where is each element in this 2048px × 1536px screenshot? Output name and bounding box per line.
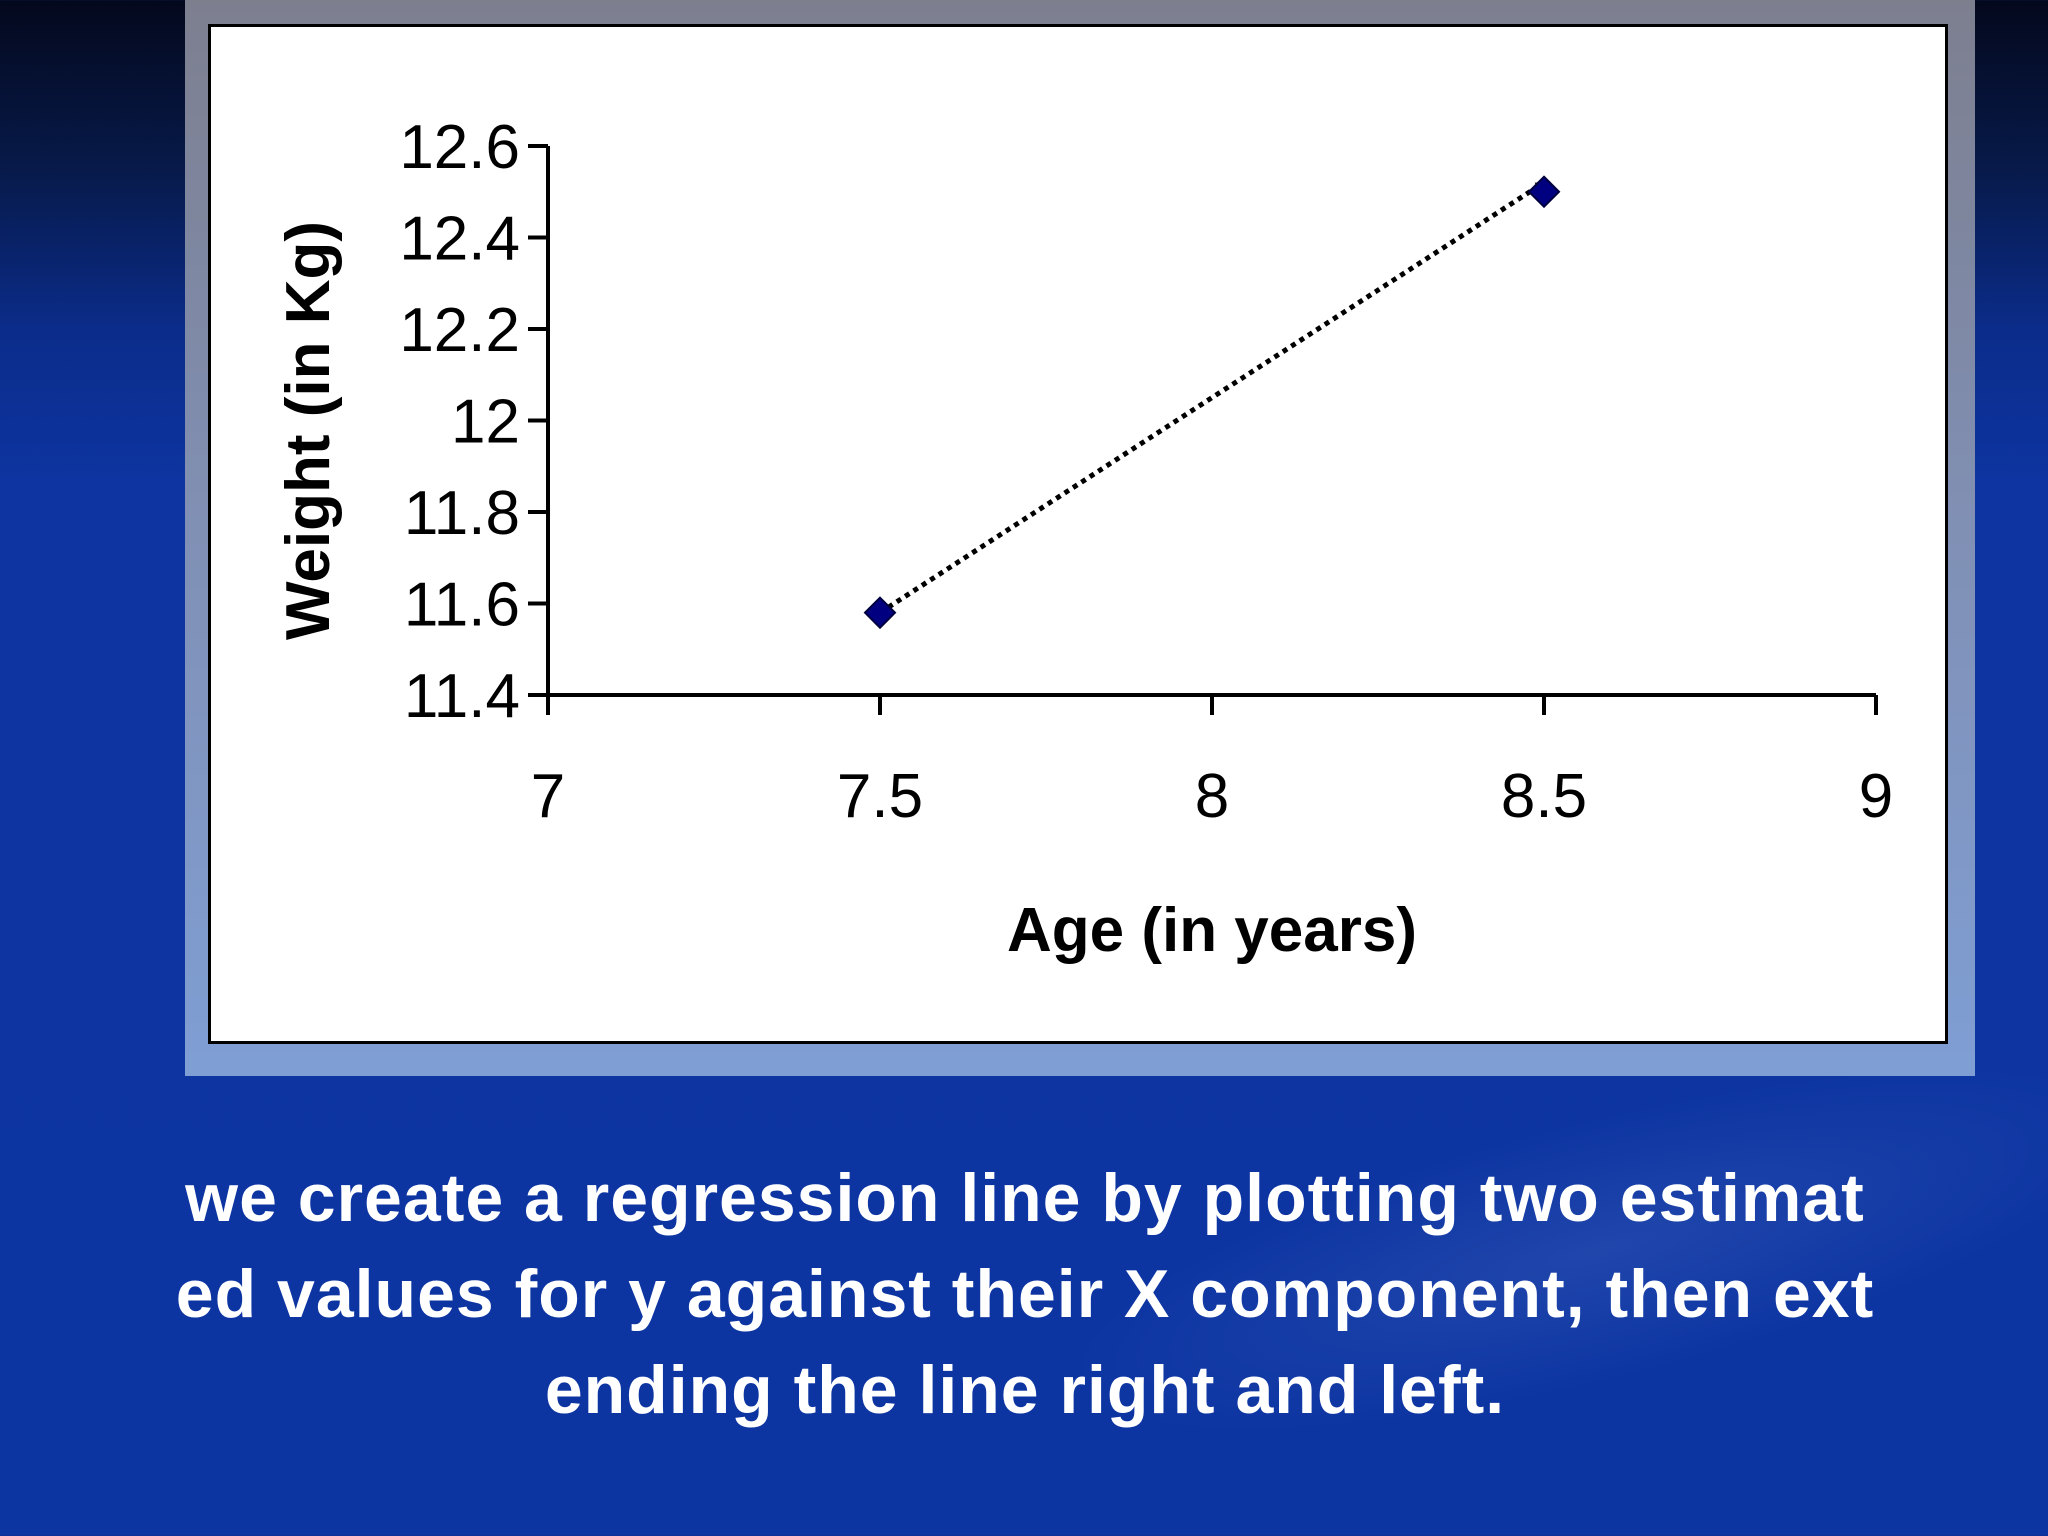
y-tick-label: 12.6: [399, 113, 520, 182]
caption-line-2: ed values for y against their X componen…: [175, 1256, 1875, 1332]
x-tick-label: 8.5: [1501, 762, 1587, 831]
x-axis-title: Age (in years): [1007, 896, 1417, 965]
y-tick-label: 12: [451, 388, 520, 457]
y-tick-label: 12.2: [399, 296, 520, 365]
scatter-chart: 11.4 11.6 11.8 12 12.2 12.4 12.6 7 7.5 8 8.5 9 Age (…: [274, 113, 1893, 965]
chart-frame: 11.4 11.6 11.8 12 12.2 12.4 12.6 7 7.5 8 8.5 9 Age (…: [185, 0, 1975, 1076]
chart-area: 11.4 11.6 11.8 12 12.2 12.4 12.6 7 7.5 8 8.5 9 Age (…: [208, 24, 1948, 1044]
x-tick-label: 7.5: [837, 762, 923, 831]
x-tick-label: 9: [1859, 762, 1893, 831]
y-tick-label: 12.4: [399, 205, 520, 274]
x-tick-label: 7: [531, 762, 565, 831]
caption-line-1: we create a regression line by plotting …: [185, 1160, 1865, 1236]
x-tick-label: 8: [1195, 762, 1229, 831]
caption-line-3: ending the line right and left.: [544, 1352, 1506, 1428]
y-tick-label: 11.6: [404, 571, 520, 640]
y-tick-label: 11.8: [404, 479, 520, 548]
data-point: [1527, 175, 1561, 209]
data-point: [863, 596, 897, 630]
y-axis-title: Weight (in Kg): [274, 221, 343, 640]
y-tick-label: 11.4: [404, 662, 520, 731]
regression-line: [878, 180, 1546, 615]
caption: we create a regression line by plotting …: [60, 1150, 1990, 1438]
